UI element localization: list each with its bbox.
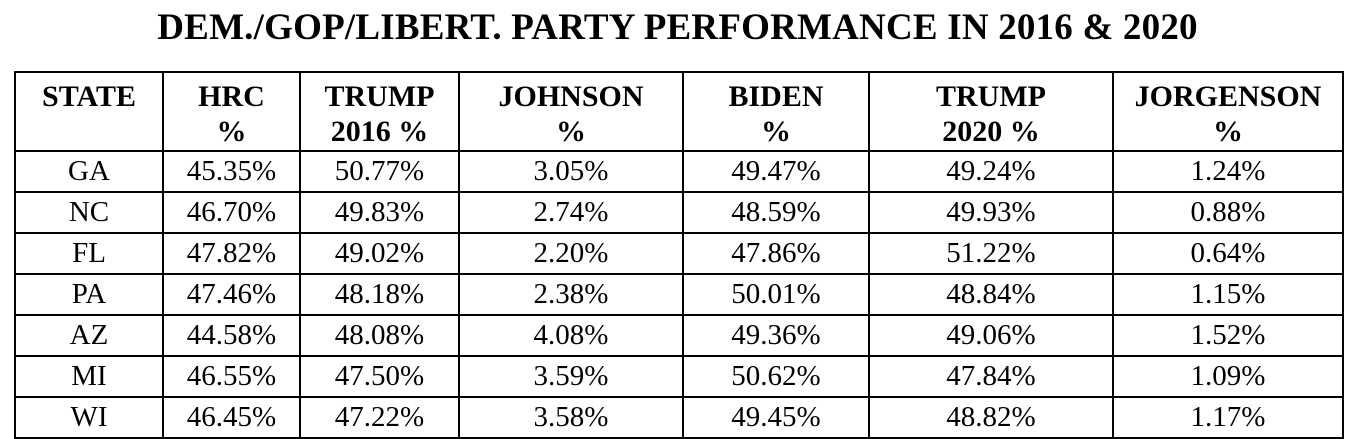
- trump-2020-pct-cell: 49.06%: [868, 314, 1114, 357]
- results-table: STATE HRC % TRUMP 2016 % JOHNSON % BIDEN…: [14, 71, 1344, 439]
- state-cell: PA: [14, 273, 164, 316]
- biden-pct-cell: 50.01%: [682, 273, 870, 316]
- header-row: STATE HRC % TRUMP 2016 % JOHNSON % BIDEN…: [14, 71, 1344, 152]
- jorgenson-pct-cell: 1.15%: [1112, 273, 1344, 316]
- hrc-pct-cell: 46.55%: [162, 355, 301, 398]
- column-header-biden: BIDEN %: [682, 71, 870, 152]
- johnson-pct-cell: 2.20%: [458, 232, 684, 275]
- page-title: DEM./GOP/LIBERT. PARTY PERFORMANCE IN 20…: [157, 7, 1198, 48]
- trump-2016-pct-cell: 48.18%: [299, 273, 460, 316]
- jorgenson-pct-cell: 0.64%: [1112, 232, 1344, 275]
- hrc-pct-cell: 47.46%: [162, 273, 301, 316]
- column-header-label: TRUMP: [936, 80, 1046, 113]
- table-row: AZ 44.58% 48.08% 4.08% 49.36% 49.06% 1.5…: [14, 314, 1344, 357]
- column-header-sublabel: 2020 %: [942, 115, 1040, 148]
- trump-2016-pct-cell: 49.83%: [299, 191, 460, 234]
- column-header-johnson: JOHNSON %: [458, 71, 684, 152]
- hrc-pct-cell: 46.70%: [162, 191, 301, 234]
- column-header-label: JOHNSON: [498, 80, 644, 113]
- jorgenson-pct-cell: 1.17%: [1112, 396, 1344, 439]
- jorgenson-pct-cell: 1.52%: [1112, 314, 1344, 357]
- column-header-sublabel: %: [556, 115, 586, 148]
- column-header-hrc: HRC %: [162, 71, 301, 152]
- trump-2016-pct-cell: 48.08%: [299, 314, 460, 357]
- column-header-label: BIDEN: [728, 80, 824, 113]
- hrc-pct-cell: 45.35%: [162, 150, 301, 193]
- biden-pct-cell: 49.36%: [682, 314, 870, 357]
- state-cell: NC: [14, 191, 164, 234]
- trump-2016-pct-cell: 49.02%: [299, 232, 460, 275]
- johnson-pct-cell: 3.58%: [458, 396, 684, 439]
- column-header-trump-2020: TRUMP 2020 %: [868, 71, 1114, 152]
- biden-pct-cell: 50.62%: [682, 355, 870, 398]
- column-header-label: JORGENSON: [1134, 80, 1322, 113]
- table-row: WI 46.45% 47.22% 3.58% 49.45% 48.82% 1.1…: [14, 396, 1344, 439]
- hrc-pct-cell: 44.58%: [162, 314, 301, 357]
- trump-2020-pct-cell: 51.22%: [868, 232, 1114, 275]
- state-cell: FL: [14, 232, 164, 275]
- trump-2016-pct-cell: 47.50%: [299, 355, 460, 398]
- jorgenson-pct-cell: 0.88%: [1112, 191, 1344, 234]
- jorgenson-pct-cell: 1.09%: [1112, 355, 1344, 398]
- column-header-label: STATE: [42, 80, 136, 113]
- state-cell: AZ: [14, 314, 164, 357]
- johnson-pct-cell: 2.38%: [458, 273, 684, 316]
- table-row: FL 47.82% 49.02% 2.20% 47.86% 51.22% 0.6…: [14, 232, 1344, 275]
- jorgenson-pct-cell: 1.24%: [1112, 150, 1344, 193]
- column-header-state: STATE: [14, 71, 164, 152]
- state-cell: GA: [14, 150, 164, 193]
- column-header-sublabel: %: [1213, 115, 1243, 148]
- johnson-pct-cell: 2.74%: [458, 191, 684, 234]
- state-cell: MI: [14, 355, 164, 398]
- biden-pct-cell: 49.47%: [682, 150, 870, 193]
- hrc-pct-cell: 47.82%: [162, 232, 301, 275]
- johnson-pct-cell: 3.59%: [458, 355, 684, 398]
- column-header-label: TRUMP: [324, 80, 435, 113]
- column-header-trump-2016: TRUMP 2016 %: [299, 71, 460, 152]
- table-row: MI 46.55% 47.50% 3.59% 50.62% 47.84% 1.0…: [14, 355, 1344, 398]
- biden-pct-cell: 47.86%: [682, 232, 870, 275]
- trump-2020-pct-cell: 49.24%: [868, 150, 1114, 193]
- hrc-pct-cell: 46.45%: [162, 396, 301, 439]
- table-row: NC 46.70% 49.83% 2.74% 48.59% 49.93% 0.8…: [14, 191, 1344, 234]
- johnson-pct-cell: 3.05%: [458, 150, 684, 193]
- biden-pct-cell: 48.59%: [682, 191, 870, 234]
- trump-2016-pct-cell: 47.22%: [299, 396, 460, 439]
- biden-pct-cell: 49.45%: [682, 396, 870, 439]
- column-header-sublabel: 2016 %: [330, 115, 429, 148]
- trump-2016-pct-cell: 50.77%: [299, 150, 460, 193]
- trump-2020-pct-cell: 48.84%: [868, 273, 1114, 316]
- column-header-sublabel: %: [216, 115, 247, 148]
- trump-2020-pct-cell: 48.82%: [868, 396, 1114, 439]
- trump-2020-pct-cell: 47.84%: [868, 355, 1114, 398]
- column-header-label: HRC: [198, 80, 265, 113]
- column-header-jorgenson: JORGENSON %: [1112, 71, 1344, 152]
- state-cell: WI: [14, 396, 164, 439]
- trump-2020-pct-cell: 49.93%: [868, 191, 1114, 234]
- johnson-pct-cell: 4.08%: [458, 314, 684, 357]
- table-row: GA 45.35% 50.77% 3.05% 49.47% 49.24% 1.2…: [14, 150, 1344, 193]
- table-row: PA 47.46% 48.18% 2.38% 50.01% 48.84% 1.1…: [14, 273, 1344, 316]
- column-header-sublabel: %: [761, 115, 791, 148]
